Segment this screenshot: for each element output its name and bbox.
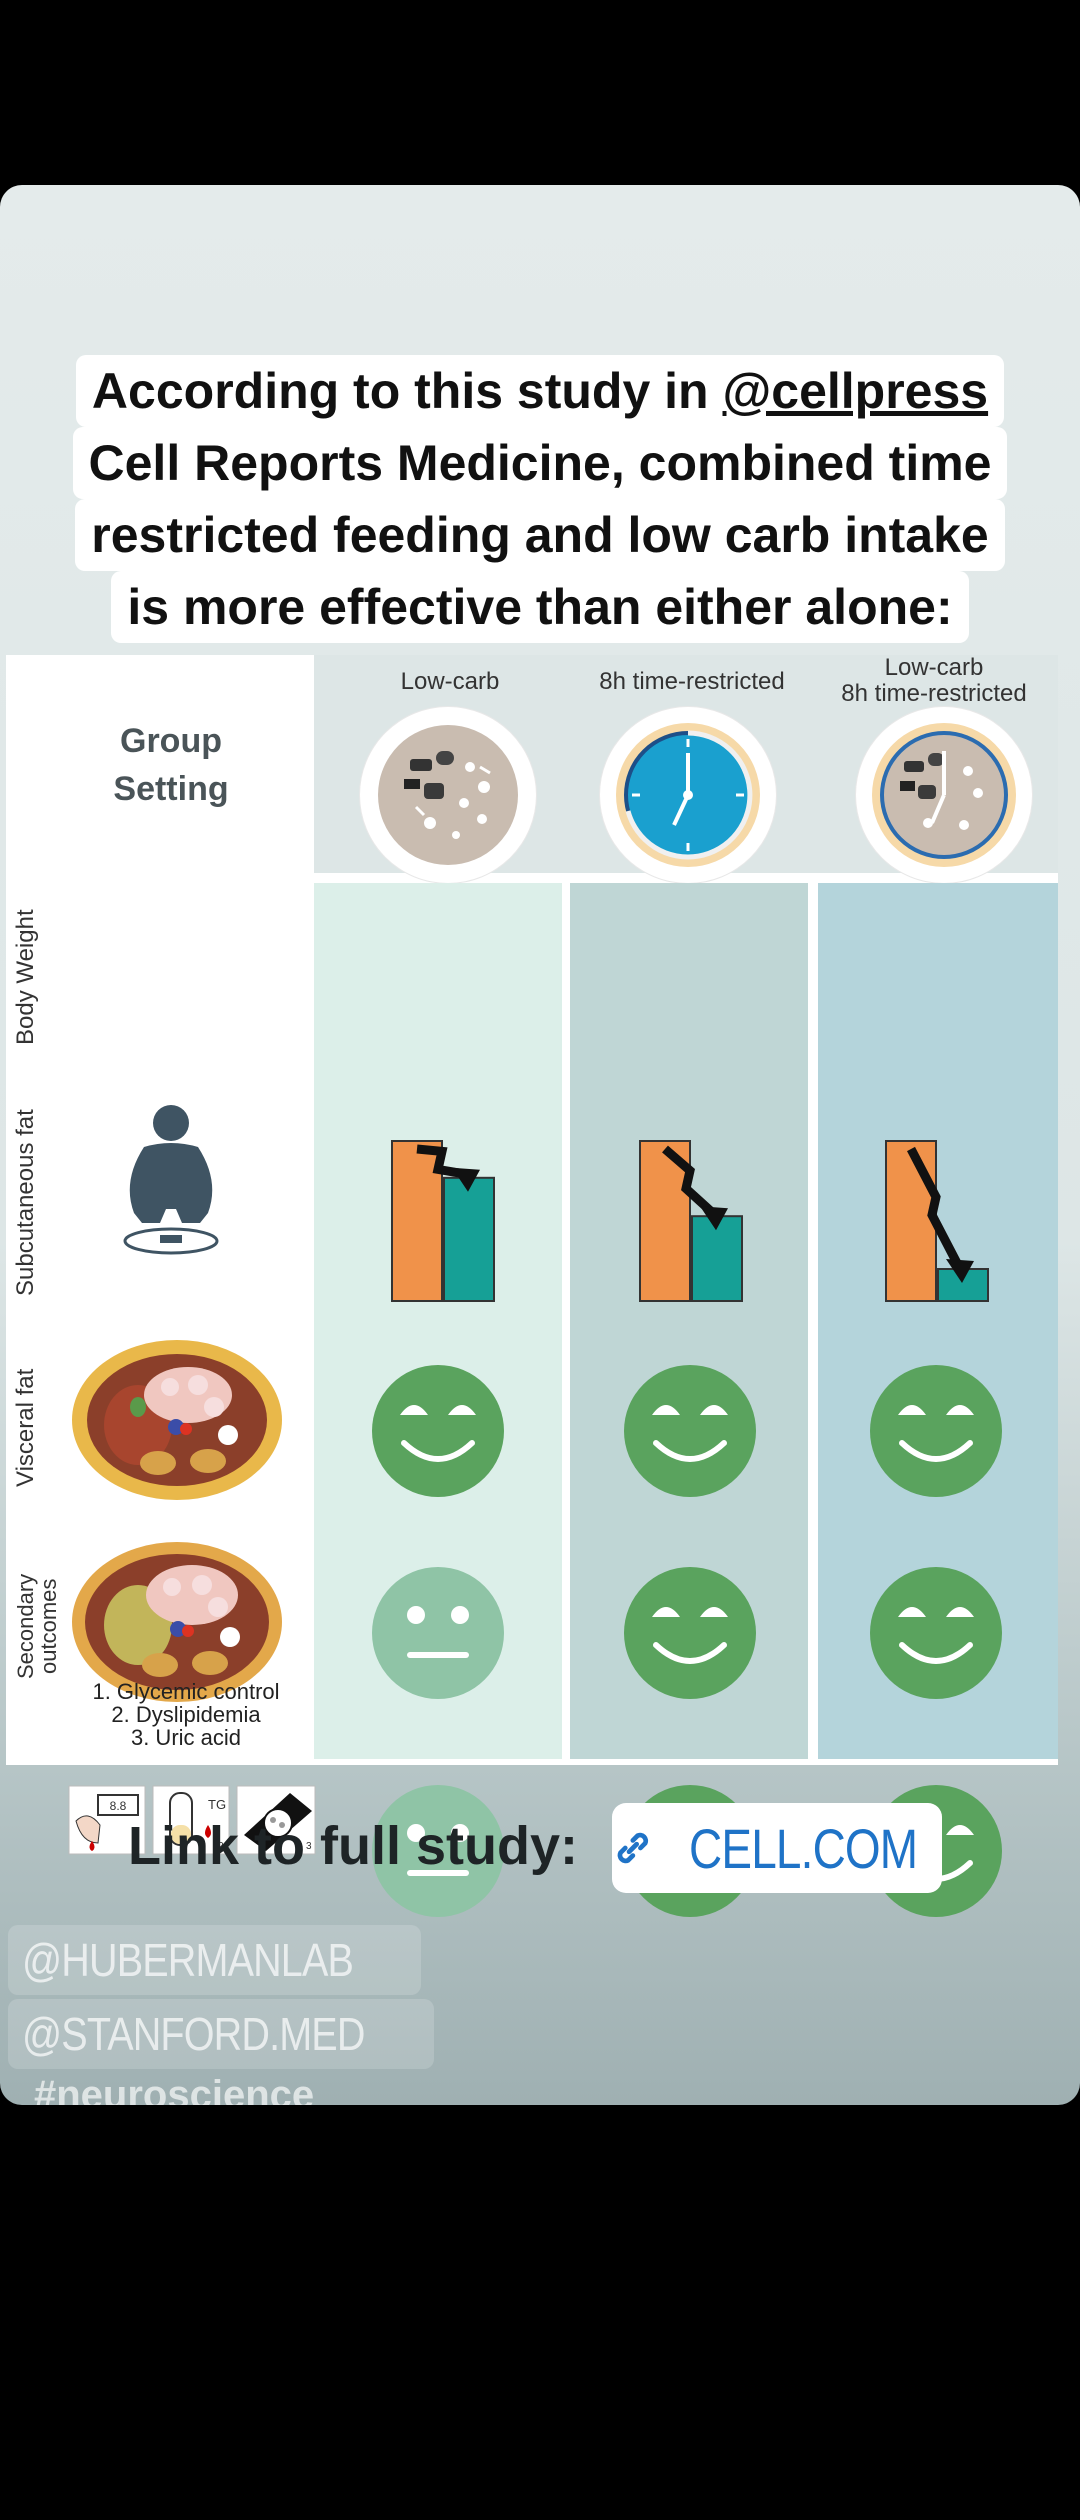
caption-line-2: Cell Reports Medicine, combined time [72, 427, 1008, 499]
row-label-subcutaneous-fat: Subcutaneous fat [12, 1109, 39, 1297]
food-plate-icon [360, 707, 536, 883]
face-mouth [653, 1642, 727, 1664]
face-eye [898, 1405, 926, 1415]
caption-line-3: restricted feeding and low carb intake [75, 499, 1005, 571]
face-eye [946, 1825, 974, 1835]
abdomen-scan-icon [72, 1542, 282, 1702]
bar-after [691, 1215, 743, 1302]
visceral-fat-face-low-carb [372, 1567, 504, 1699]
body-weight-bars-combined [885, 1140, 989, 1302]
group-setting-label: Group Setting [113, 722, 229, 808]
hashtag-neuroscience[interactable]: #neuroscience [34, 2073, 315, 2105]
visceral-fat-face-time-restricted [624, 1567, 756, 1699]
face-eye [652, 1607, 680, 1617]
bar-after [443, 1176, 495, 1302]
happy-face-icon [372, 1365, 504, 1497]
decrease-arrow [416, 1144, 465, 1179]
svg-text:1: 1 [134, 1841, 140, 1852]
caption: According to this study in @cellpress Ce… [28, 355, 1052, 643]
cellpress-mention[interactable]: @cellpress [722, 363, 989, 419]
face-eye [652, 1405, 680, 1415]
clock-icon [600, 707, 776, 883]
abdomen-scan-icon [72, 1340, 282, 1500]
neutral-face-icon [372, 1567, 504, 1699]
study-figure: Group Setting Low-carb 8h time-restricte… [6, 654, 1058, 1917]
subcutaneous-fat-face-combined [870, 1365, 1002, 1497]
row-label-secondary-outcomes: Secondary outcomes [13, 1573, 61, 1679]
face-eye [448, 1405, 476, 1415]
decrease-arrowhead [700, 1206, 728, 1231]
caption-line-4: is more effective than either alone: [111, 571, 969, 643]
face-mouth [401, 1440, 475, 1462]
visceral-fat-face-combined [870, 1567, 1002, 1699]
svg-text:2: 2 [218, 1841, 224, 1852]
neutral-face-icon [372, 1785, 504, 1917]
face-eye [407, 1606, 425, 1624]
story-card: According to this study in @cellpress Ce… [0, 185, 1080, 2105]
happy-face-icon [624, 1365, 756, 1497]
subcutaneous-fat-face-time-restricted [624, 1365, 756, 1497]
bar-before [885, 1140, 937, 1302]
column-title-combined: Low-carb 8h time-restricted [841, 654, 1027, 707]
food-clock-plate-icon [856, 707, 1032, 883]
caption-line-1: According to this study in @cellpress [75, 355, 1005, 427]
decrease-arrowhead [946, 1259, 974, 1283]
mention-tag-hubermanlab[interactable]: @HUBERMANLAB [8, 1925, 421, 1995]
face-eye [451, 1824, 469, 1842]
subcutaneous-fat-face-low-carb [372, 1365, 504, 1497]
happy-face-icon [870, 1365, 1002, 1497]
face-eye [700, 1405, 728, 1415]
lab-tests-icon: 8.8 1 TG 2 3 [68, 1785, 316, 1855]
face-eye [451, 1606, 469, 1624]
svg-text:8.8: 8.8 [110, 1799, 127, 1813]
body-weight-bars-low-carb [391, 1140, 495, 1302]
face-eye [946, 1607, 974, 1617]
column-title-low-carb: Low-carb [400, 668, 500, 695]
face-eye [946, 1405, 974, 1415]
mention-tag-stanford-med[interactable]: @STANFORD.MED [8, 1999, 435, 2069]
decrease-arrowhead [452, 1167, 480, 1192]
face-eye [407, 1824, 425, 1842]
bar-before [391, 1140, 443, 1302]
decrease-arrow [662, 1145, 716, 1216]
row-label-visceral-fat: Visceral fat [12, 1368, 39, 1488]
svg-text:TG: TG [208, 1797, 226, 1812]
body-on-scale-icon [123, 1105, 219, 1255]
svg-text:3: 3 [306, 1841, 312, 1852]
link-label: Link to full study: [128, 1816, 578, 1876]
face-eye [400, 1405, 428, 1415]
face-eye [700, 1607, 728, 1617]
face-mouth [899, 1642, 973, 1664]
secondary-outcomes-face-low-carb [372, 1785, 504, 1917]
decrease-arrow [907, 1146, 962, 1268]
link-icon [617, 1832, 649, 1864]
body-weight-bars-time-restricted [639, 1140, 743, 1302]
column-title-time-restricted: 8h time-restricted [599, 668, 785, 695]
row-label-body-weight: Body Weight [12, 909, 39, 1045]
happy-face-icon [870, 1567, 1002, 1699]
link-sticker[interactable]: CELL.COM [612, 1803, 942, 1893]
link-row: Link to full study: CELL.COM [0, 1803, 1080, 1893]
link-sticker-text: CELL.COM [688, 1816, 918, 1880]
face-mouth [899, 1440, 973, 1462]
face-mouth [653, 1440, 727, 1462]
happy-face-icon [624, 1567, 756, 1699]
secondary-outcomes-legend: 1. Glycemic control 2. Dyslipidemia 3. U… [92, 1679, 280, 1750]
face-eye [898, 1607, 926, 1617]
